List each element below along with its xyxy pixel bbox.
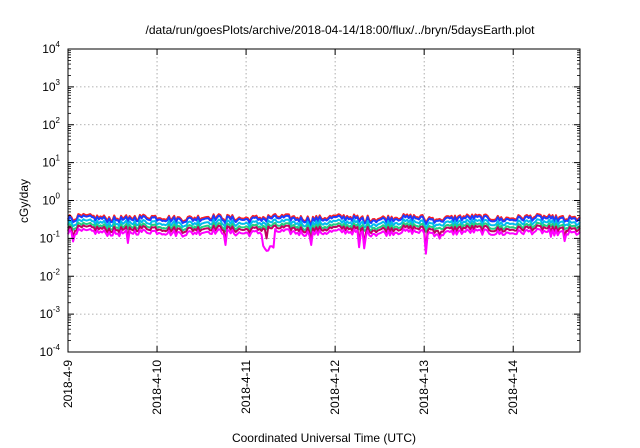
series-line	[67, 221, 581, 235]
y-tick-label: 10-2	[40, 267, 61, 283]
series-line	[67, 218, 581, 231]
y-axis-label: cGy/day	[17, 179, 31, 223]
y-tick-label: 10-3	[40, 305, 61, 321]
x-tick-label: 2018-4-10	[150, 360, 164, 415]
x-tick-label: 2018-4-12	[328, 360, 342, 415]
y-axis: 10-4 10-3 10-2 10-1 100 101 102 103 104	[40, 40, 580, 359]
y-tick-label: 102	[42, 116, 60, 132]
series-line	[67, 214, 581, 227]
x-axis-label: Coordinated Universal Time (UTC)	[232, 431, 416, 445]
grid-lines	[68, 49, 580, 352]
x-axis: 2018-4-9 2018-4-10 2018-4-11 2018-4-12 2018-…	[61, 49, 520, 415]
x-tick-label: 2018-4-13	[417, 360, 431, 415]
y-tick-label: 103	[42, 78, 60, 94]
series-line	[67, 224, 581, 252]
x-tick-label: 2018-4-9	[61, 360, 75, 408]
series-line	[67, 227, 581, 255]
series-lines	[67, 212, 581, 255]
chart-title: /data/run/goesPlots/archive/2018-04-14/1…	[146, 23, 536, 37]
y-tick-label: 10-4	[40, 343, 61, 359]
y-tick-label: 10-1	[40, 229, 61, 245]
x-tick-label: 2018-4-14	[506, 360, 520, 415]
y-tick-label: 101	[42, 154, 60, 170]
series-line	[67, 212, 581, 226]
y-tick-label: 104	[42, 40, 60, 56]
x-tick-label: 2018-4-11	[239, 360, 253, 414]
y-tick-label: 100	[42, 192, 60, 208]
